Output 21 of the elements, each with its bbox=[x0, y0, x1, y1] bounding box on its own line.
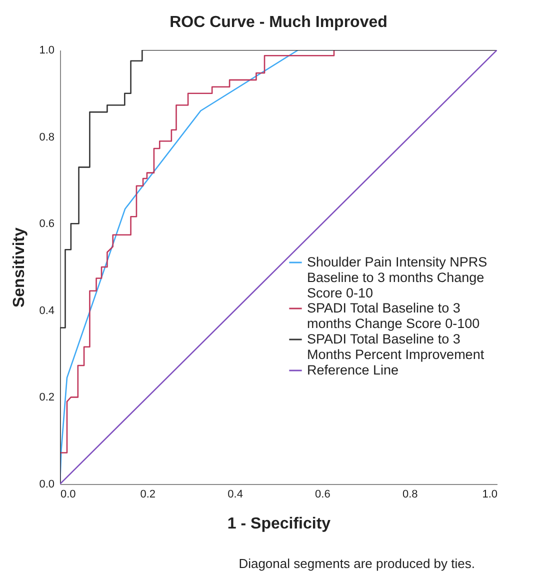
legend-label: SPADI Total Baseline to 3 Months Percent Improvement bbox=[307, 332, 484, 362]
legend-label: Reference Line bbox=[307, 362, 399, 378]
y-tick-label: 0.4 bbox=[39, 304, 54, 317]
chart-title: ROC Curve - Much Improved bbox=[170, 14, 388, 31]
x-axis-title: 1 - Specificity bbox=[227, 516, 331, 532]
legend-label: SPADI Total Baseline to 3 months Change Score 0-100 bbox=[307, 300, 480, 331]
y-tick-label: 0.0 bbox=[39, 478, 54, 490]
y-tick-label: 0.2 bbox=[39, 392, 54, 404]
x-tick-label: 0.0 bbox=[60, 488, 76, 500]
y-tick-label: 0.6 bbox=[39, 218, 54, 230]
x-tick-label: 0.8 bbox=[402, 488, 418, 500]
line-series bbox=[60, 50, 497, 484]
y-tick-label: 1.0 bbox=[39, 44, 54, 56]
x-tick-label: 0.2 bbox=[140, 488, 156, 500]
legend-label: Shoulder Pain Intensity NPRS Baseline to 3 months Change Score 0-10 bbox=[307, 254, 488, 300]
x-tick-label: 1.0 bbox=[482, 488, 498, 500]
x-tick-label: 0.6 bbox=[315, 488, 330, 500]
y-tick-label: 0.8 bbox=[39, 131, 54, 144]
x-tick-label: 0.4 bbox=[228, 488, 243, 500]
text: Diagonal segments are produced by ties. bbox=[238, 556, 475, 571]
y-axis-title: Sensitivity bbox=[11, 227, 28, 308]
